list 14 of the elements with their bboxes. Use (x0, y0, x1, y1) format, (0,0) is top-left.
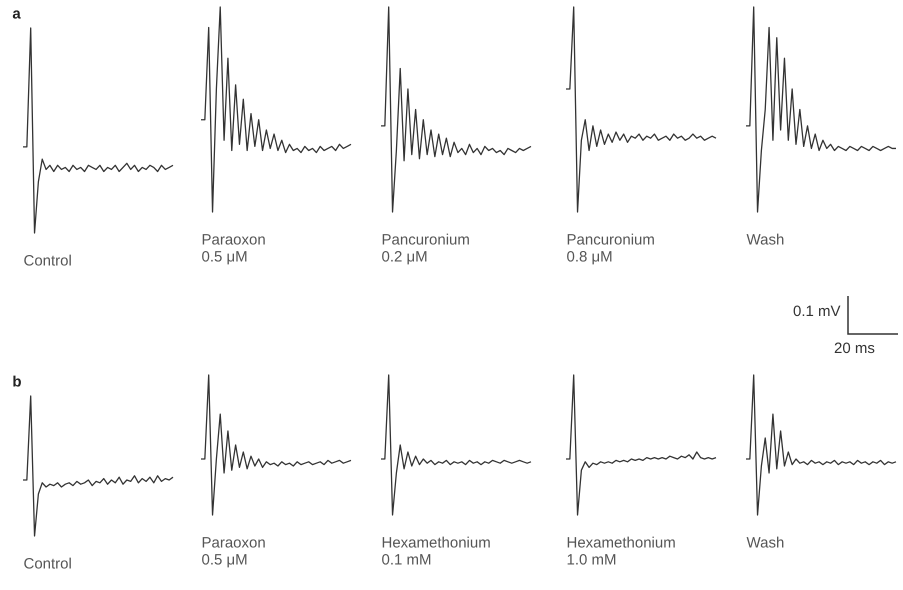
x-axis-title: Hexamethonium 1.0 mM (566, 534, 676, 568)
chart-title: b (12, 373, 22, 390)
x-axis-title: Pancuronium 0.8 μM (566, 232, 655, 266)
text: 0.1 mV (793, 303, 841, 320)
x-axis-title: Wash (746, 232, 784, 248)
x-axis-title: Wash (746, 534, 784, 552)
x-axis-title: Paraoxon 0.5 μM (202, 534, 266, 568)
x-axis-title: Hexamethonium 0.1 mM (382, 534, 491, 568)
x-axis-title: Control (24, 556, 72, 572)
x-axis-title: Pancuronium 0.2 μM (382, 232, 470, 266)
chart-title: a (12, 5, 22, 22)
x-axis-title: Control (24, 252, 72, 270)
x-axis-title: Paraoxon 0.5 μM (202, 232, 266, 266)
text: 20 ms (834, 340, 875, 357)
